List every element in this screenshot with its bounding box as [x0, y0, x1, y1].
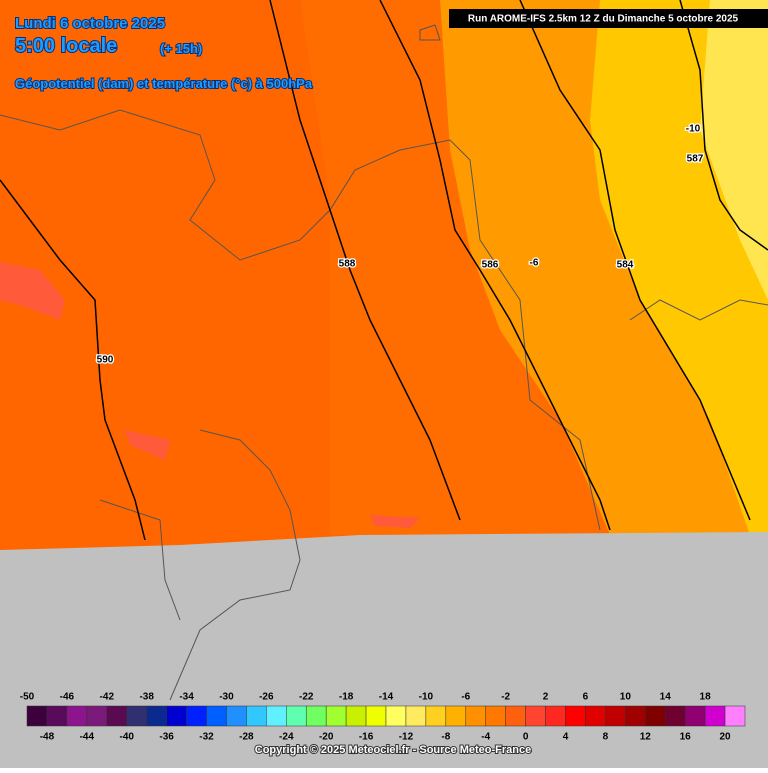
colorbar-swatch — [664, 705, 686, 727]
colorbar-label: -26 — [259, 692, 274, 703]
colorbar-swatch — [405, 705, 427, 727]
colorbar-swatch — [166, 705, 187, 727]
colorbar-swatch — [625, 705, 646, 727]
colorbar-swatch — [505, 705, 526, 727]
colorbar-label: -30 — [219, 692, 234, 703]
colorbar-label: 2 — [543, 692, 549, 703]
contour-label: 586 — [482, 260, 499, 271]
field-title: Géopotentiel (dam) et température (°c) à… — [15, 76, 313, 91]
colorbar-label: -16 — [359, 732, 374, 743]
contour-label: -10 — [686, 124, 701, 135]
contours — [0, 0, 768, 541]
colorbar-label: -12 — [399, 732, 414, 743]
field-zone — [700, 0, 768, 300]
colorbar-swatch — [325, 705, 347, 727]
colorbar-swatch — [545, 705, 566, 727]
colorbar-label: -22 — [299, 692, 314, 703]
colorbar-swatch — [186, 705, 207, 727]
colorbar-label: 18 — [700, 692, 712, 703]
contour-label: 588 — [339, 259, 356, 270]
colorbar-swatch — [286, 705, 307, 727]
colorbar-swatch — [684, 705, 706, 727]
colorbar-label: -4 — [481, 732, 490, 743]
field-zone — [300, 0, 610, 535]
lead-time: (+ 15h) — [160, 41, 202, 56]
colorbar-label: 8 — [603, 732, 609, 743]
colorbar-label: 16 — [680, 732, 692, 743]
contour-labels: 590 588 586 -6 584 -10 587 — [95, 122, 705, 367]
colorbar-swatch — [266, 705, 287, 727]
time: 5:00 locale — [15, 35, 117, 57]
colorbar-swatch — [525, 705, 546, 727]
colorbar-swatch — [385, 705, 407, 727]
colorbar-swatch — [704, 705, 726, 727]
colorbar-swatch — [585, 705, 606, 727]
colorbar-label: -2 — [501, 692, 510, 703]
field-patch — [125, 430, 420, 528]
colorbar-swatch — [206, 705, 227, 727]
colorbar-label: -24 — [279, 732, 294, 743]
colorbar-swatch — [724, 705, 746, 727]
colorbar-swatch — [26, 705, 48, 727]
colorbar-label: 14 — [660, 692, 672, 703]
colorbar-label: -20 — [319, 732, 334, 743]
date: Lundi 6 octobre 2025 — [15, 15, 165, 32]
colorbar-label: 6 — [583, 692, 589, 703]
colorbar: -50 -46 -42 -38 -34 -30 -26 -22 -18 -14 -10 -6 -2 2 6 1… — [20, 692, 746, 743]
contour-label: 584 — [617, 260, 634, 271]
colorbar-swatch — [365, 705, 387, 727]
contour-label: 587 — [687, 154, 704, 165]
colorbar-swatch — [345, 705, 367, 727]
colorbar-swatch — [66, 705, 88, 727]
field-patch — [0, 262, 65, 320]
colorbar-label: -34 — [179, 692, 194, 703]
colorbar-label: -14 — [379, 692, 394, 703]
colorbar-label: -32 — [199, 732, 214, 743]
colorbar-label: 0 — [523, 732, 529, 743]
colorbar-label: -48 — [40, 732, 55, 743]
colorbar-swatch — [226, 705, 247, 727]
colorbar-label: -10 — [419, 692, 434, 703]
colorbar-swatch — [126, 705, 147, 727]
colorbar-label: -18 — [339, 692, 354, 703]
colorbar-swatch — [106, 705, 127, 727]
colorbar-label: 10 — [620, 692, 632, 703]
colorbar-label: 12 — [640, 732, 652, 743]
colorbar-swatch — [246, 705, 267, 727]
run-box — [449, 9, 768, 28]
contour-label: -6 — [530, 258, 539, 269]
colorbar-label: -8 — [441, 732, 450, 743]
colorbar-label: -50 — [20, 692, 35, 703]
colorbar-label: 20 — [719, 732, 731, 743]
colorbar-swatch — [565, 705, 586, 727]
colorbar-swatch — [445, 705, 467, 727]
colorbar-label: -36 — [159, 732, 174, 743]
colorbar-swatch — [645, 705, 666, 727]
colorbar-swatch — [425, 705, 447, 727]
no-data-area — [0, 532, 768, 768]
run-info: Run AROME-IFS 2.5km 12 Z du Dimanche 5 o… — [468, 14, 739, 25]
colorbar-label: -42 — [100, 692, 115, 703]
colorbar-label: -40 — [119, 732, 134, 743]
colorbar-swatch — [605, 705, 626, 727]
colorbar-label: -44 — [80, 732, 95, 743]
colorbar-swatch — [465, 705, 486, 727]
contour-label: 590 — [97, 355, 114, 366]
colorbar-label: 4 — [563, 732, 569, 743]
colorbar-label: -6 — [461, 692, 470, 703]
borders — [0, 24, 768, 701]
colorbar-label: -46 — [60, 692, 75, 703]
colorbar-swatch — [86, 705, 108, 727]
colorbar-swatch — [46, 705, 68, 727]
colorbar-label: -38 — [139, 692, 154, 703]
copyright: Copyright © 2025 Meteociel.fr - Source M… — [255, 744, 531, 756]
colorbar-swatch — [305, 705, 327, 727]
colorbar-swatch — [146, 705, 167, 727]
colorbar-label: -28 — [239, 732, 254, 743]
colorbar-swatch — [485, 705, 506, 727]
